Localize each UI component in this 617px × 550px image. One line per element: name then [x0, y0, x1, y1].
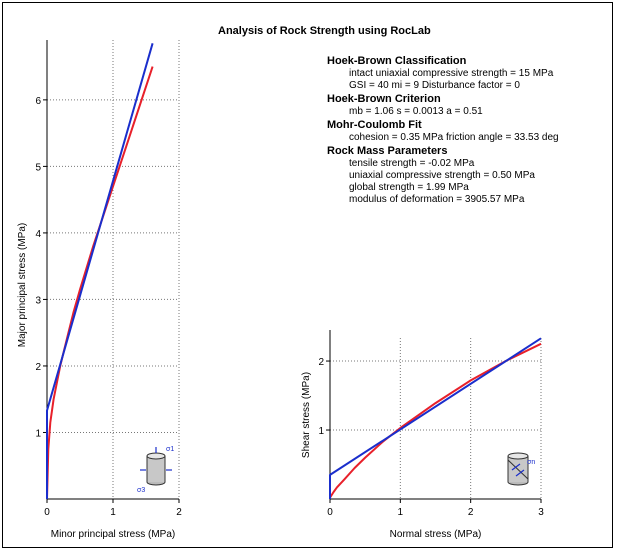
x-tick-label: 1	[110, 507, 116, 518]
shear-plane	[507, 459, 529, 480]
series-line	[46, 43, 154, 499]
shear-arrow	[515, 469, 525, 477]
specimen-cylinder-icon	[140, 447, 172, 486]
y-axis-label: Shear stress (MPa)	[301, 372, 312, 458]
cylinder-body	[147, 456, 165, 482]
y-tick-label: 1	[318, 426, 324, 437]
y-tick-label: 4	[35, 229, 41, 240]
x-axis-label: Normal stress (MPa)	[390, 529, 482, 540]
x-tick-label: 2	[176, 507, 182, 518]
x-tick-label: 0	[44, 507, 50, 518]
info-section: Hoek-Brown Criterion mb = 1.06 s = 0.0013…	[327, 93, 559, 118]
info-line: GSI = 40 mi = 9 Disturbance factor = 0	[349, 80, 520, 91]
info-line: tensile strength = -0.02 MPa	[349, 158, 475, 169]
y-tick-label: 5	[35, 162, 41, 173]
sigma3-label: σ3	[137, 487, 145, 494]
cylinder-top	[146, 452, 166, 460]
y-tick-label: 6	[35, 96, 41, 107]
info-line: uniaxial compressive strength = 0.50 MPa	[349, 170, 535, 181]
info-line: modulus of deformation = 3905.57 MPa	[349, 194, 525, 205]
info-section: Rock Mass Parameters tensile strength = -…	[327, 145, 559, 206]
info-section-heading: Hoek-Brown Criterion	[327, 93, 441, 105]
x-tick-label: 1	[398, 507, 404, 518]
info-section-heading: Mohr-Coulomb Fit	[327, 119, 422, 131]
info-line: intact uniaxial compressive strength = 1…	[349, 68, 554, 79]
series-line	[329, 342, 542, 499]
info-section-heading: Rock Mass Parameters	[327, 145, 448, 157]
x-tick-label: 3	[538, 507, 544, 518]
sigma1-label: σ1	[166, 446, 174, 453]
info-line: global strength = 1.99 MPa	[349, 182, 469, 193]
info-section: Mohr-Coulomb Fit cohesion = 0.35 MPa fric…	[327, 119, 559, 144]
shear-specimen-icon	[507, 452, 529, 486]
info-line: mb = 1.06 s = 0.0013 a = 0.51	[349, 106, 483, 117]
y-tick-label: 1	[35, 428, 41, 439]
shear-arrow	[511, 463, 521, 471]
y-tick-label: 3	[35, 295, 41, 306]
series-line	[46, 66, 154, 500]
y-tick-label: 2	[318, 357, 324, 368]
info-section: Hoek-Brown Classification intact uniaxial…	[327, 55, 559, 92]
x-axis-label: Minor principal stress (MPa)	[51, 529, 175, 540]
x-tick-label: 2	[468, 507, 474, 518]
y-axis-label: Major principal stress (MPa)	[17, 223, 28, 347]
x-tick-label: 0	[327, 507, 333, 518]
sigma-n-label: σn	[527, 459, 535, 466]
y-tick-label: 2	[35, 362, 41, 373]
parameters-panel: Hoek-Brown Classification intact uniaxial…	[327, 55, 559, 207]
info-line: cohesion = 0.35 MPa friction angle = 33.…	[349, 132, 559, 143]
cylinder-top	[507, 452, 529, 460]
figure-title: Analysis of Rock Strength using RocLab	[218, 25, 431, 37]
info-section-heading: Hoek-Brown Classification	[327, 55, 467, 67]
series-line	[329, 337, 542, 499]
